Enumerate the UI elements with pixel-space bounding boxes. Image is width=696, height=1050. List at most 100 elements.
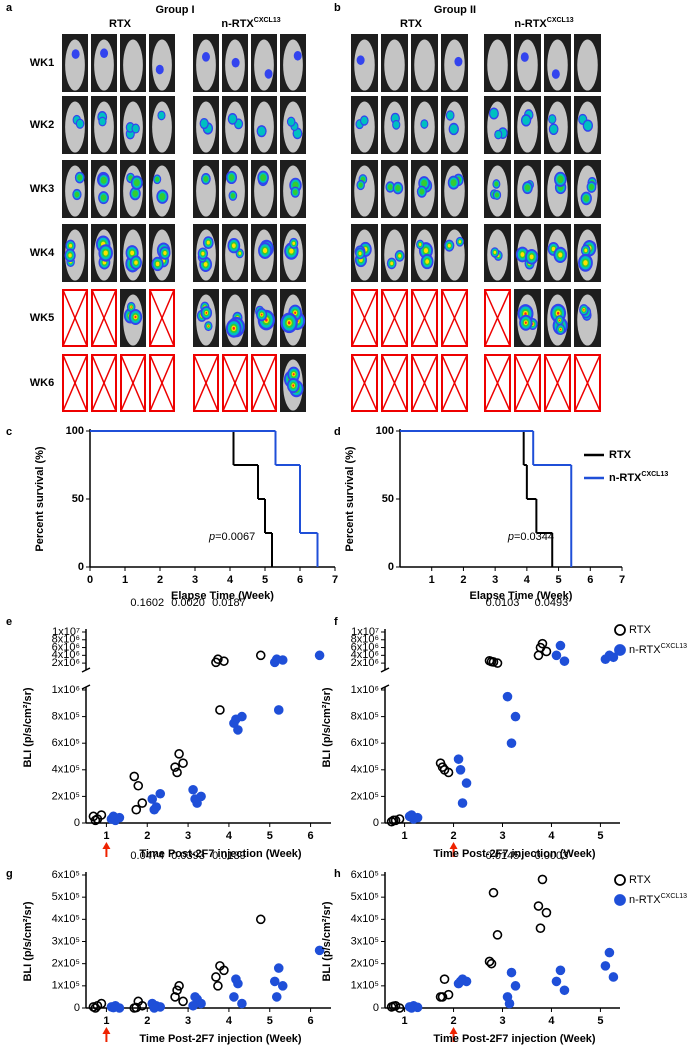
signal-blob — [589, 184, 594, 190]
y-tick-label: 8x10⁶ — [52, 634, 80, 646]
data-point — [559, 656, 570, 666]
x-tick-label: 2 — [144, 830, 150, 842]
signal-blob — [201, 52, 210, 62]
label-name: RTX — [400, 18, 423, 30]
data-point — [188, 1000, 198, 1011]
data-point — [604, 947, 615, 958]
x-tick-label: 2 — [157, 574, 163, 586]
p-value: 0.0187 — [212, 597, 246, 609]
signal-blob — [293, 50, 302, 61]
excluded-cross — [91, 354, 117, 412]
data-point — [137, 798, 148, 808]
signal-blob — [77, 174, 83, 181]
mouse-body — [123, 39, 143, 91]
data-point — [178, 758, 188, 768]
excluded-cross — [441, 289, 468, 347]
data-point — [273, 963, 284, 973]
legend-marker — [614, 644, 626, 656]
y-tick-label: 1x10⁶ — [351, 684, 379, 696]
row-label: WK4 — [30, 247, 55, 259]
signal-blob — [287, 117, 295, 126]
mouse-body — [384, 39, 405, 91]
x-tick-label: 4 — [227, 574, 234, 586]
data-point — [600, 961, 611, 971]
signal-blob — [583, 195, 590, 202]
data-point — [386, 816, 397, 827]
excluded-cross — [251, 354, 277, 412]
excluded-cross — [381, 289, 408, 347]
data-point — [231, 714, 241, 725]
data-point — [388, 1001, 399, 1012]
data-point — [541, 907, 552, 918]
x-tick-label: 4 — [548, 1015, 555, 1027]
mouse-body — [65, 39, 85, 91]
label-superscript: CXCL13 — [254, 17, 281, 24]
data-point — [461, 778, 472, 788]
mouse-body — [444, 39, 465, 91]
panel-label: e — [6, 616, 12, 628]
mouse-body — [444, 229, 465, 281]
label-name: n-RTX — [221, 18, 254, 30]
signal-blob — [292, 384, 295, 387]
p-value: p=0.0344 — [507, 531, 554, 543]
label: n-RTXCXCL13 — [629, 893, 687, 906]
y-tick-label: 8x10⁵ — [52, 711, 80, 723]
mouse-body — [354, 101, 375, 153]
axis-break — [380, 667, 390, 673]
y-tick-label: 2x10⁵ — [52, 790, 80, 802]
data-point — [174, 749, 184, 759]
label-name: RTX — [629, 624, 651, 636]
signal-blob — [421, 179, 428, 187]
data-point — [170, 992, 180, 1002]
data-point — [486, 958, 497, 969]
data-point — [96, 998, 107, 1009]
signal-blob — [205, 311, 208, 314]
mouse-body — [547, 39, 568, 91]
signal-blob — [134, 315, 137, 319]
axis-break — [380, 684, 390, 690]
data-point — [213, 981, 223, 991]
y-tick-label: 4x10⁵ — [52, 764, 80, 776]
y-tick-label: 4x10⁶ — [351, 649, 379, 661]
y-axis-title: BLI (p/s/cm²/sr) — [22, 687, 34, 767]
signal-blob — [100, 194, 107, 201]
data-point — [219, 965, 229, 976]
data-point — [455, 976, 466, 987]
signal-blob — [493, 250, 497, 254]
y-tick-label: 0 — [78, 561, 84, 573]
data-point — [271, 992, 282, 1002]
p-symbol: p — [507, 531, 514, 543]
signal-blob — [529, 254, 534, 260]
signal-blob — [549, 115, 556, 123]
injection-arrow-head — [102, 842, 111, 849]
x-tick-label: 4 — [226, 830, 233, 842]
signal-blob — [74, 191, 80, 198]
y-tick-label: 8x10⁶ — [351, 634, 379, 646]
signal-blob — [494, 181, 499, 187]
x-axis-title: Elapse Time (Week) — [470, 590, 573, 602]
excluded-cross — [514, 354, 541, 412]
mouse-body — [65, 101, 85, 153]
y-axis-title: BLI (p/s/cm²/sr) — [321, 687, 333, 767]
signal-blob — [232, 326, 235, 330]
data-point — [394, 814, 405, 824]
data-point — [600, 654, 611, 665]
label-superscript: CXCL13 — [547, 17, 574, 24]
injection-arrow-head — [102, 1027, 111, 1034]
signal-blob — [522, 115, 530, 125]
y-tick-label: 0 — [74, 817, 80, 829]
excluded-cross — [193, 354, 219, 412]
data-point — [437, 992, 448, 1002]
signal-blob — [231, 57, 240, 68]
excluded-cross — [62, 354, 88, 412]
x-tick-label: 2 — [450, 830, 456, 842]
mouse-body — [517, 39, 538, 91]
excluded-cross — [149, 354, 175, 412]
x-tick-label: 3 — [192, 574, 198, 586]
data-point — [174, 981, 184, 991]
data-point — [314, 650, 325, 661]
data-point — [488, 887, 499, 898]
x-tick-label: 0 — [87, 574, 93, 586]
p-value: 0.0493 — [535, 597, 569, 609]
